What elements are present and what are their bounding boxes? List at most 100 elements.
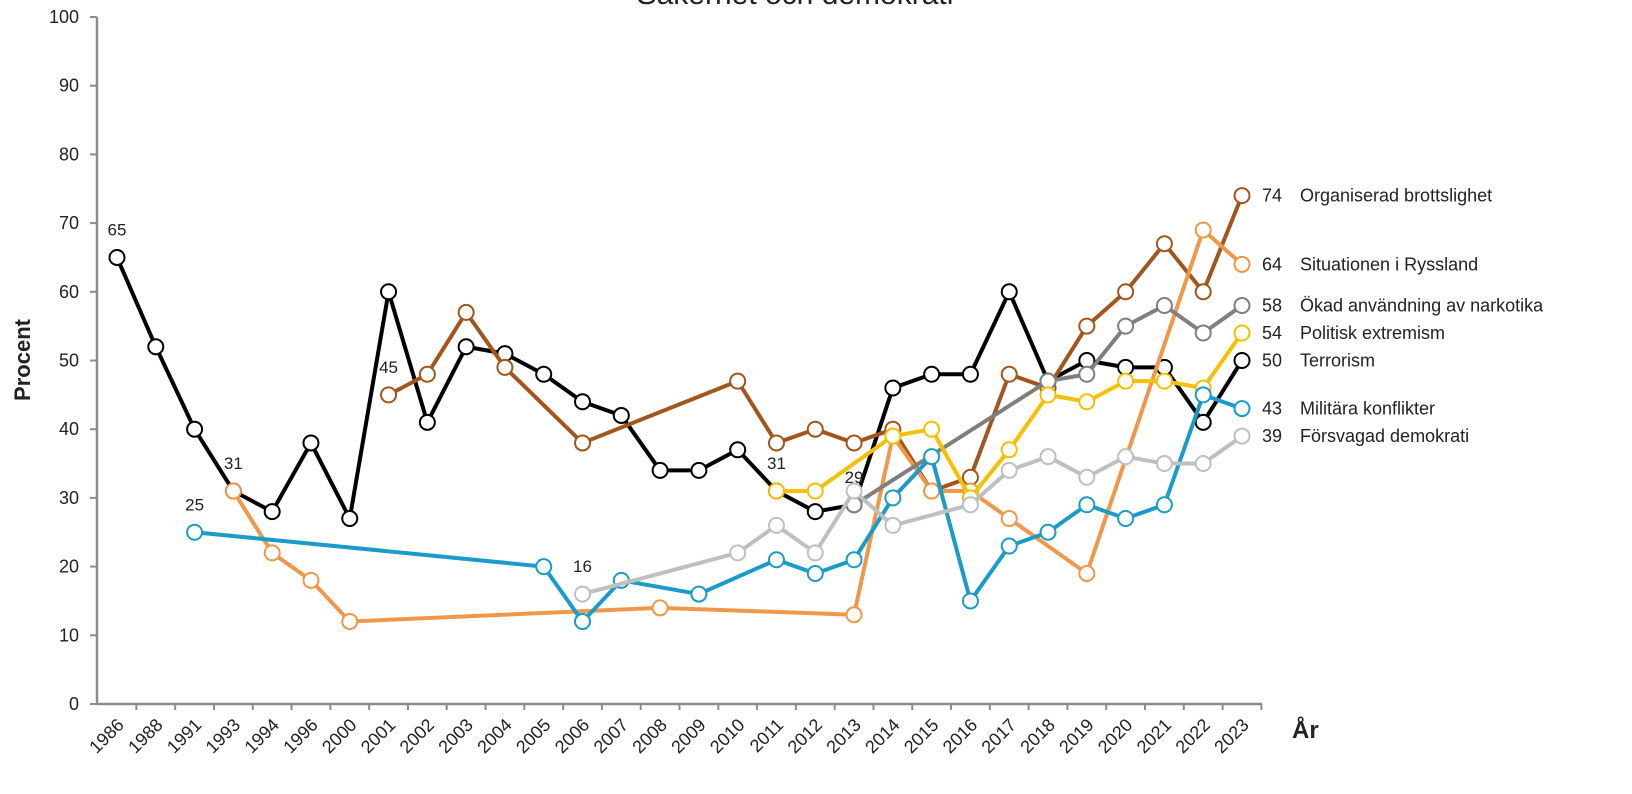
point bbox=[1078, 317, 1096, 335]
start-label: 45 bbox=[379, 358, 398, 377]
point bbox=[574, 434, 592, 452]
point bbox=[574, 613, 592, 631]
point bbox=[1039, 448, 1057, 466]
x-tick-label: 1991 bbox=[163, 715, 205, 757]
point bbox=[1078, 496, 1096, 514]
y-axis-label: Procent bbox=[10, 318, 35, 401]
point bbox=[1194, 386, 1212, 404]
point bbox=[806, 503, 824, 521]
point bbox=[1000, 365, 1018, 383]
point bbox=[884, 516, 902, 534]
legend-label: Ökad användning av narkotika bbox=[1300, 296, 1544, 316]
point bbox=[1000, 441, 1018, 459]
point bbox=[302, 571, 320, 589]
point bbox=[186, 420, 204, 438]
x-tick-label: 1996 bbox=[279, 715, 321, 757]
point bbox=[923, 365, 941, 383]
point bbox=[1155, 235, 1173, 253]
end-label: 58 bbox=[1262, 296, 1282, 316]
point bbox=[263, 503, 281, 521]
x-tick-label: 1988 bbox=[124, 715, 166, 757]
x-tick-label: 2006 bbox=[551, 715, 593, 757]
point bbox=[845, 551, 863, 569]
x-tick-label: 2002 bbox=[396, 715, 438, 757]
x-tick-label: 2010 bbox=[706, 715, 748, 757]
point bbox=[1155, 372, 1173, 390]
start-label: 29 bbox=[845, 468, 864, 487]
point bbox=[806, 420, 824, 438]
series-line bbox=[115, 256, 1244, 521]
legend-label: Försvagad demokrati bbox=[1300, 426, 1469, 446]
x-tick-label: 1993 bbox=[202, 715, 244, 757]
point bbox=[923, 420, 941, 438]
end-label: 64 bbox=[1262, 254, 1282, 274]
x-tick-label: 2007 bbox=[590, 715, 632, 757]
start-label: 31 bbox=[224, 454, 243, 473]
x-tick-label: 2001 bbox=[357, 715, 399, 757]
end-label: 50 bbox=[1262, 351, 1282, 371]
point bbox=[1117, 510, 1135, 528]
end-label: 74 bbox=[1262, 186, 1282, 206]
x-tick-label: 2012 bbox=[784, 715, 826, 757]
x-tick-label: 2015 bbox=[900, 715, 942, 757]
point bbox=[1233, 297, 1251, 315]
end-label: 43 bbox=[1262, 399, 1282, 419]
point bbox=[263, 544, 281, 562]
y-tick-label: 60 bbox=[59, 282, 79, 302]
point bbox=[690, 585, 708, 603]
point bbox=[418, 365, 436, 383]
point bbox=[1000, 537, 1018, 555]
point bbox=[806, 544, 824, 562]
point bbox=[767, 482, 785, 500]
point bbox=[923, 448, 941, 466]
point bbox=[1233, 324, 1251, 342]
legend-label: Organiserad brottslighet bbox=[1300, 186, 1492, 206]
x-tick-label: 2023 bbox=[1210, 715, 1252, 757]
end-label: 54 bbox=[1262, 323, 1282, 343]
point bbox=[302, 434, 320, 452]
point bbox=[884, 489, 902, 507]
x-tick-label: 2004 bbox=[473, 715, 515, 757]
point bbox=[535, 365, 553, 383]
x-tick-label: 2000 bbox=[318, 715, 360, 757]
y-tick-label: 0 bbox=[69, 694, 79, 714]
x-tick-label: 2013 bbox=[822, 715, 864, 757]
point bbox=[186, 523, 204, 541]
point bbox=[767, 516, 785, 534]
point bbox=[806, 564, 824, 582]
point bbox=[884, 427, 902, 445]
point bbox=[729, 544, 747, 562]
point bbox=[457, 338, 475, 356]
x-tick-label: 2022 bbox=[1172, 715, 1214, 757]
x-tick-label: 2020 bbox=[1094, 715, 1136, 757]
point bbox=[651, 461, 669, 479]
point bbox=[1039, 523, 1057, 541]
point bbox=[767, 434, 785, 452]
x-tick-label: 2003 bbox=[435, 715, 477, 757]
point bbox=[574, 393, 592, 411]
start-label: 65 bbox=[108, 220, 127, 239]
point bbox=[1194, 455, 1212, 473]
point bbox=[535, 558, 553, 576]
end-label: 39 bbox=[1262, 426, 1282, 446]
legend-label: Politisk extremism bbox=[1300, 323, 1445, 343]
point bbox=[1233, 427, 1251, 445]
point bbox=[961, 592, 979, 610]
point bbox=[1117, 448, 1135, 466]
point bbox=[1117, 317, 1135, 335]
point bbox=[1155, 496, 1173, 514]
point bbox=[341, 613, 359, 631]
point bbox=[884, 379, 902, 397]
x-tick-label: 2017 bbox=[978, 715, 1020, 757]
start-label: 31 bbox=[767, 454, 786, 473]
point bbox=[1078, 564, 1096, 582]
point bbox=[1078, 468, 1096, 486]
point bbox=[729, 441, 747, 459]
y-tick-label: 70 bbox=[59, 213, 79, 233]
point bbox=[1078, 393, 1096, 411]
point bbox=[574, 585, 592, 603]
y-tick-label: 50 bbox=[59, 351, 79, 371]
y-tick-label: 80 bbox=[59, 144, 79, 164]
point bbox=[496, 358, 514, 376]
